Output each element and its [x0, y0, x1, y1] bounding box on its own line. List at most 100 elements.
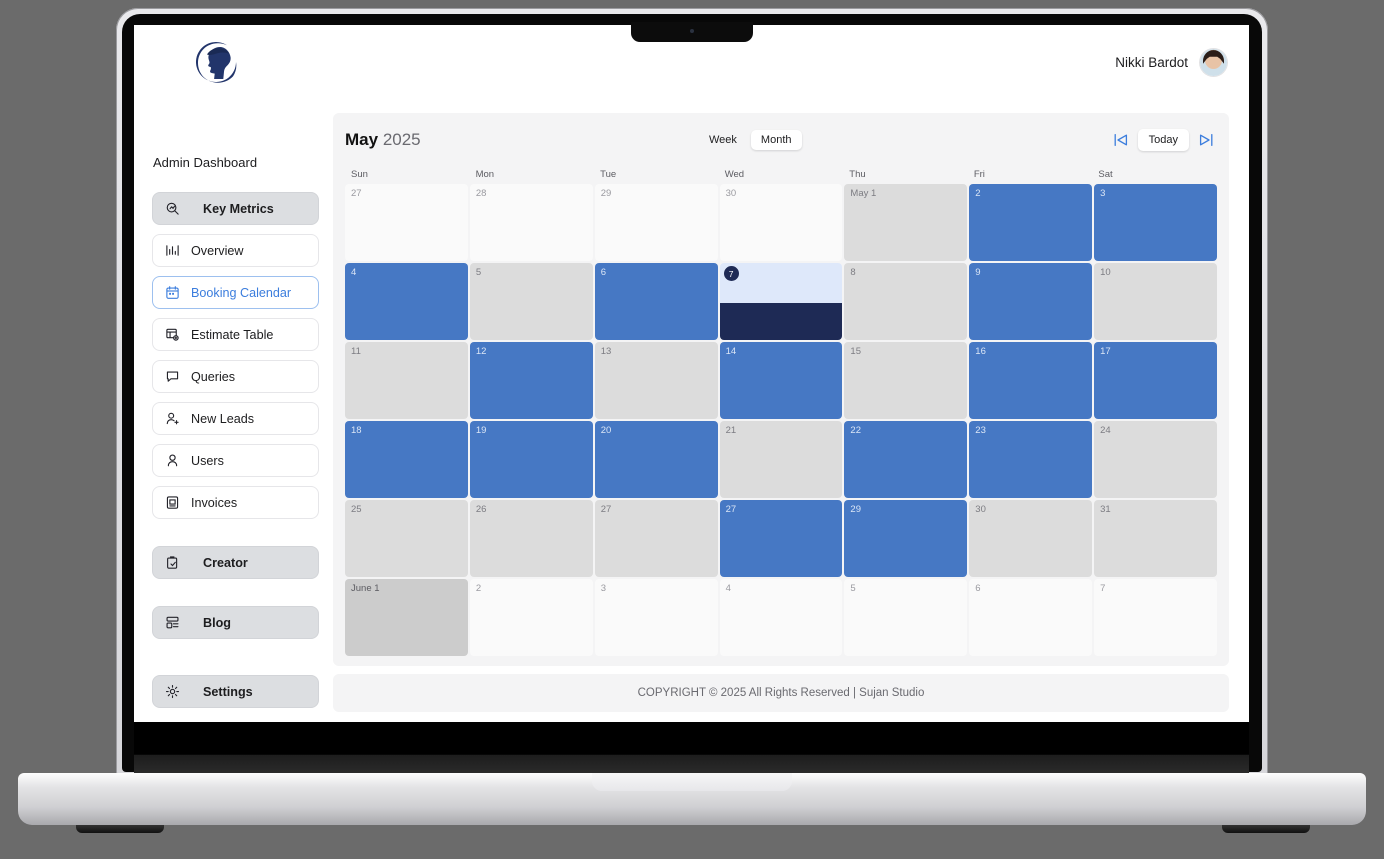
calendar-day-cell[interactable]: 29	[844, 500, 968, 577]
calendar-day-cell[interactable]: 19	[469, 421, 593, 498]
calendar-day-cell[interactable]: 29	[594, 184, 718, 261]
booking-event-block[interactable]	[719, 303, 843, 340]
view-toggle-month[interactable]: Month	[750, 130, 802, 150]
calendar-day-cell[interactable]: 31	[1094, 500, 1217, 577]
calendar-day-cell[interactable]: 3	[1094, 184, 1217, 261]
sidebar-item-overview[interactable]: Overview	[152, 234, 319, 267]
day-number: 3	[1100, 188, 1106, 199]
sidebar-item-label: Queries	[191, 369, 236, 384]
calendar-day-cell[interactable]: May 1	[844, 184, 968, 261]
calendar-day-cell[interactable]: 7	[719, 263, 843, 340]
sidebar-item-settings[interactable]: Settings	[152, 675, 319, 708]
calendar-day-cell[interactable]: 16	[969, 342, 1093, 419]
webcam-notch	[631, 22, 753, 42]
day-header: Sun	[351, 169, 368, 180]
day-number: 26	[475, 504, 487, 515]
day-number: 25	[351, 504, 362, 515]
calendar-day-cell[interactable]: 10	[1094, 263, 1217, 340]
sidebar-item-label: Creator	[203, 555, 248, 570]
view-toggle-week[interactable]: Week	[699, 130, 747, 150]
sidebar-item-key-metrics[interactable]: Key Metrics	[152, 192, 319, 225]
sidebar-item-label: New Leads	[191, 411, 255, 426]
calendar-day-cell[interactable]: 27	[594, 500, 718, 577]
calendar-day-cell[interactable]: 28	[469, 184, 593, 261]
prev-arrow-icon[interactable]	[1112, 131, 1130, 149]
calendar-day-cell[interactable]: 2	[969, 184, 1093, 261]
sidebar-item-label: Key Metrics	[203, 201, 274, 216]
today-button[interactable]: Today	[1137, 129, 1189, 151]
calendar-day-cell[interactable]: 5	[469, 263, 593, 340]
day-number: 7	[1100, 583, 1106, 594]
sidebar-item-queries[interactable]: Queries	[152, 360, 319, 393]
woman-silhouette-logo-icon[interactable]	[190, 36, 242, 88]
avatar[interactable]	[1200, 48, 1227, 76]
sidebar-item-estimate-table[interactable]: Estimate Table	[152, 318, 319, 351]
clipboard-icon	[165, 555, 180, 570]
calendar-day-cell[interactable]: 7	[1094, 579, 1217, 656]
calendar-day-cell[interactable]: 12	[469, 342, 593, 419]
sidebar-item-users[interactable]: Users	[152, 444, 319, 477]
sidebar-item-creator[interactable]: Creator	[152, 546, 319, 579]
next-arrow-icon[interactable]	[1197, 131, 1215, 149]
screen: Nikki Bardot Admin Dashboard	[134, 25, 1249, 722]
calendar-day-cell[interactable]: 15	[844, 342, 968, 419]
main-content: May 2025 Week Month	[319, 99, 1249, 722]
calendar-day-cell[interactable]: 30	[719, 184, 843, 261]
calendar-day-cell[interactable]: 11	[345, 342, 468, 419]
calendar-day-cell[interactable]: 13	[594, 342, 718, 419]
day-number: 27	[351, 188, 362, 199]
day-number: 15	[850, 346, 861, 357]
calendar-day-cell[interactable]: 4	[345, 263, 468, 340]
gear-icon	[165, 684, 180, 699]
calendar-title: May 2025	[345, 130, 421, 150]
chat-bubble-icon	[165, 369, 180, 384]
sidebar-item-booking-calendar[interactable]: Booking Calendar	[152, 276, 319, 309]
calendar-day-cell[interactable]: 23	[969, 421, 1093, 498]
calendar-day-cell[interactable]: 30	[969, 500, 1093, 577]
calendar-day-cell[interactable]: 6	[969, 579, 1093, 656]
calendar-day-cell[interactable]: 18	[345, 421, 468, 498]
nav-divider-space-2	[152, 588, 319, 597]
day-header: Thu	[849, 169, 866, 180]
calendar-day-cell[interactable]: 5	[844, 579, 968, 656]
calendar-day-cell[interactable]: 22	[844, 421, 968, 498]
estimate-table-icon	[165, 327, 180, 342]
sidebar-item-label: Booking Calendar	[191, 285, 292, 300]
calendar-day-cell[interactable]: 6	[594, 263, 718, 340]
booking-calendar-card: May 2025 Week Month	[333, 113, 1229, 666]
sidebar-item-invoices[interactable]: Invoices	[152, 486, 319, 519]
calendar-day-cell[interactable]: 21	[719, 421, 843, 498]
day-number: 27	[725, 504, 737, 515]
calendar-day-cell[interactable]: June 1	[345, 579, 468, 656]
nav-divider-space	[152, 528, 319, 537]
calendar-day-cell[interactable]: 27	[345, 184, 468, 261]
day-number: 28	[475, 188, 487, 199]
calendar-day-cell[interactable]: 26	[469, 500, 593, 577]
calendar-day-cell[interactable]: 8	[844, 263, 968, 340]
sidebar: Admin Dashboard Key Metrics	[134, 99, 319, 722]
calendar-day-cell[interactable]: 17	[1094, 342, 1217, 419]
sidebar-item-blog[interactable]: Blog	[152, 606, 319, 639]
sidebar-item-new-leads[interactable]: New Leads	[152, 402, 319, 435]
sidebar-item-label: Users	[191, 453, 224, 468]
user-profile[interactable]: Nikki Bardot	[1115, 48, 1227, 76]
calendar-day-cell[interactable]: 14	[719, 342, 843, 419]
view-toggle: Week Month	[699, 130, 802, 150]
bar-chart-icon	[165, 243, 180, 258]
calendar-day-cell[interactable]: 3	[594, 579, 718, 656]
day-header: Tue	[600, 169, 617, 180]
calendar-day-cell[interactable]: 20	[594, 421, 718, 498]
sidebar-item-label: Estimate Table	[191, 327, 274, 342]
calendar-year: 2025	[382, 130, 421, 149]
calendar-day-cell[interactable]: 4	[719, 579, 843, 656]
calendar-day-cell[interactable]: 24	[1094, 421, 1217, 498]
day-number: 11	[351, 346, 361, 357]
calendar-day-cell[interactable]: 9	[969, 263, 1093, 340]
day-number: 4	[725, 583, 731, 594]
calendar-day-cell[interactable]: 2	[469, 579, 593, 656]
day-number: 22	[850, 425, 861, 436]
calendar-day-cell[interactable]: 27	[719, 500, 843, 577]
day-number: 18	[351, 425, 362, 436]
calendar-day-cell[interactable]: 25	[345, 500, 468, 577]
day-number: 6	[975, 583, 981, 594]
